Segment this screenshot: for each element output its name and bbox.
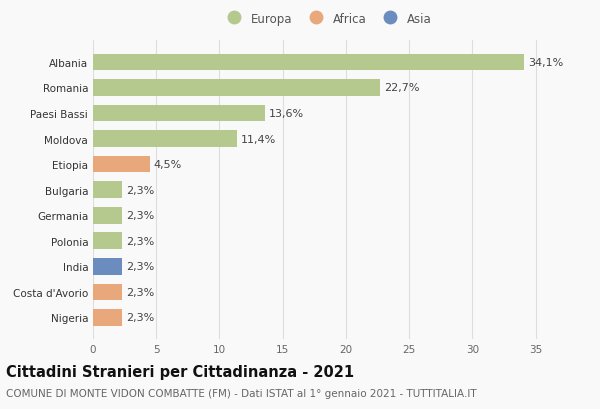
Text: 22,7%: 22,7% (384, 83, 419, 93)
Bar (93, 284, 122, 301)
Text: Cittadini Stranieri per Cittadinanza - 2021: Cittadini Stranieri per Cittadinanza - 2… (6, 364, 354, 379)
Text: 2,3%: 2,3% (126, 312, 154, 323)
Text: 34,1%: 34,1% (528, 58, 563, 68)
Text: 2,3%: 2,3% (126, 287, 154, 297)
Bar (93, 233, 122, 249)
Bar (93, 309, 122, 326)
Bar (93, 207, 122, 224)
Text: 2,3%: 2,3% (126, 211, 154, 221)
Bar (93, 156, 150, 173)
Text: 2,3%: 2,3% (126, 262, 154, 272)
Bar (93, 80, 380, 97)
Bar (93, 54, 524, 71)
Bar (93, 106, 265, 122)
Bar (93, 131, 237, 148)
Bar (93, 258, 122, 275)
Text: 2,3%: 2,3% (126, 185, 154, 195)
Text: 4,5%: 4,5% (154, 160, 182, 170)
Legend: Europa, Africa, Asia: Europa, Africa, Asia (219, 9, 435, 29)
Bar (93, 182, 122, 198)
Text: 2,3%: 2,3% (126, 236, 154, 246)
Text: COMUNE DI MONTE VIDON COMBATTE (FM) - Dati ISTAT al 1° gennaio 2021 - TUTTITALIA: COMUNE DI MONTE VIDON COMBATTE (FM) - Da… (6, 389, 476, 398)
Text: 13,6%: 13,6% (269, 109, 304, 119)
Text: 11,4%: 11,4% (241, 134, 276, 144)
